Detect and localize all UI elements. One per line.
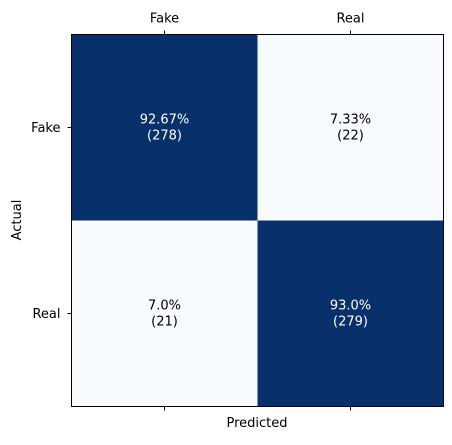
cell-percent-label: 7.0%: [148, 299, 181, 314]
y-tick-label-real: Real: [32, 307, 60, 322]
x-tick-label-fake: Fake: [150, 12, 179, 27]
x-axis-label: Predicted: [226, 416, 287, 431]
cell-fake-fake: [71, 34, 258, 221]
y-tick-label-fake: Fake: [31, 121, 60, 136]
cell-percent-label: 7.33%: [330, 113, 371, 128]
cell-fake-real: [257, 34, 444, 221]
cell-percent-label: 93.0%: [330, 299, 371, 314]
cell-count-label: (278): [147, 129, 182, 144]
cell-count-label: (22): [337, 129, 364, 144]
cell-real-real: [257, 220, 444, 407]
ticks-layer: Fake Real Fake Real: [31, 12, 365, 411]
plot-frame: [71, 34, 444, 407]
cell-percent-label: 92.67%: [140, 113, 190, 128]
x-tick-label-real: Real: [336, 12, 364, 27]
y-axis-label: Actual: [10, 200, 25, 241]
cells-layer: 92.67%(278) 7.33%(22) 7.0%(21) 93.0%(279): [71, 34, 444, 407]
cell-count-label: (21): [151, 315, 178, 330]
cell-count-label: (279): [333, 315, 368, 330]
cell-real-fake: [71, 220, 258, 407]
